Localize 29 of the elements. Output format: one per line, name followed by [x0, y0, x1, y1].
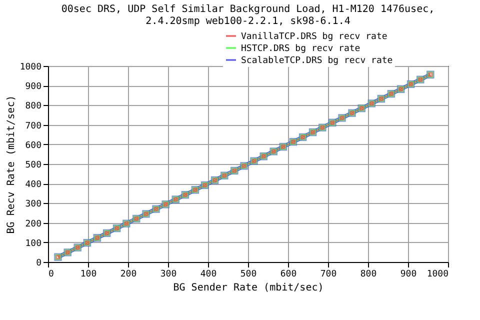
legend-label: VanillaTCP.DRS bg recv rate — [241, 32, 388, 42]
y-axis-title: BG Recv Rate (mbit/sec) — [6, 95, 17, 234]
x-tick-label: 700 — [320, 270, 337, 280]
legend-label: ScalableTCP.DRS bg recv rate — [241, 56, 393, 66]
y-tick-label: 100 — [25, 238, 42, 249]
x-axis-title: BG Sender Rate (mbit/sec) — [173, 282, 324, 294]
x-tick-label: 900 — [400, 270, 417, 280]
x-tick-label: 0 — [48, 270, 54, 280]
x-tick-label: 300 — [160, 270, 177, 280]
y-tick-label: 700 — [25, 121, 42, 132]
y-tick-label: 1000 — [20, 62, 42, 72]
y-tick-label: 300 — [25, 200, 42, 210]
y-tick-label: 0 — [36, 258, 42, 268]
x-tick-label: 100 — [80, 270, 97, 280]
x-tick-label: 500 — [240, 270, 257, 280]
x-tick-label: 600 — [280, 270, 297, 280]
y-tick-label: 600 — [25, 140, 42, 151]
y-tick-label: 900 — [25, 82, 42, 92]
y-tick-label: 800 — [25, 102, 42, 112]
x-tick-label: 400 — [200, 270, 217, 280]
x-tick-label: 200 — [120, 270, 137, 280]
text: 00sec DRS, UDP Self Similar Background Load, H1-M120 1476usec, — [61, 4, 435, 15]
text: 2.4.20smp web100-2.2.1, sk98-6.1.4 — [146, 16, 350, 27]
x-tick-label: 1000 — [426, 270, 448, 280]
y-tick-label: 400 — [25, 180, 42, 190]
legend-label: HSTCP.DRS bg recv rate — [241, 44, 360, 54]
y-tick-label: 500 — [25, 160, 42, 170]
x-tick-label: 800 — [360, 270, 377, 280]
y-tick-label: 200 — [25, 219, 42, 230]
